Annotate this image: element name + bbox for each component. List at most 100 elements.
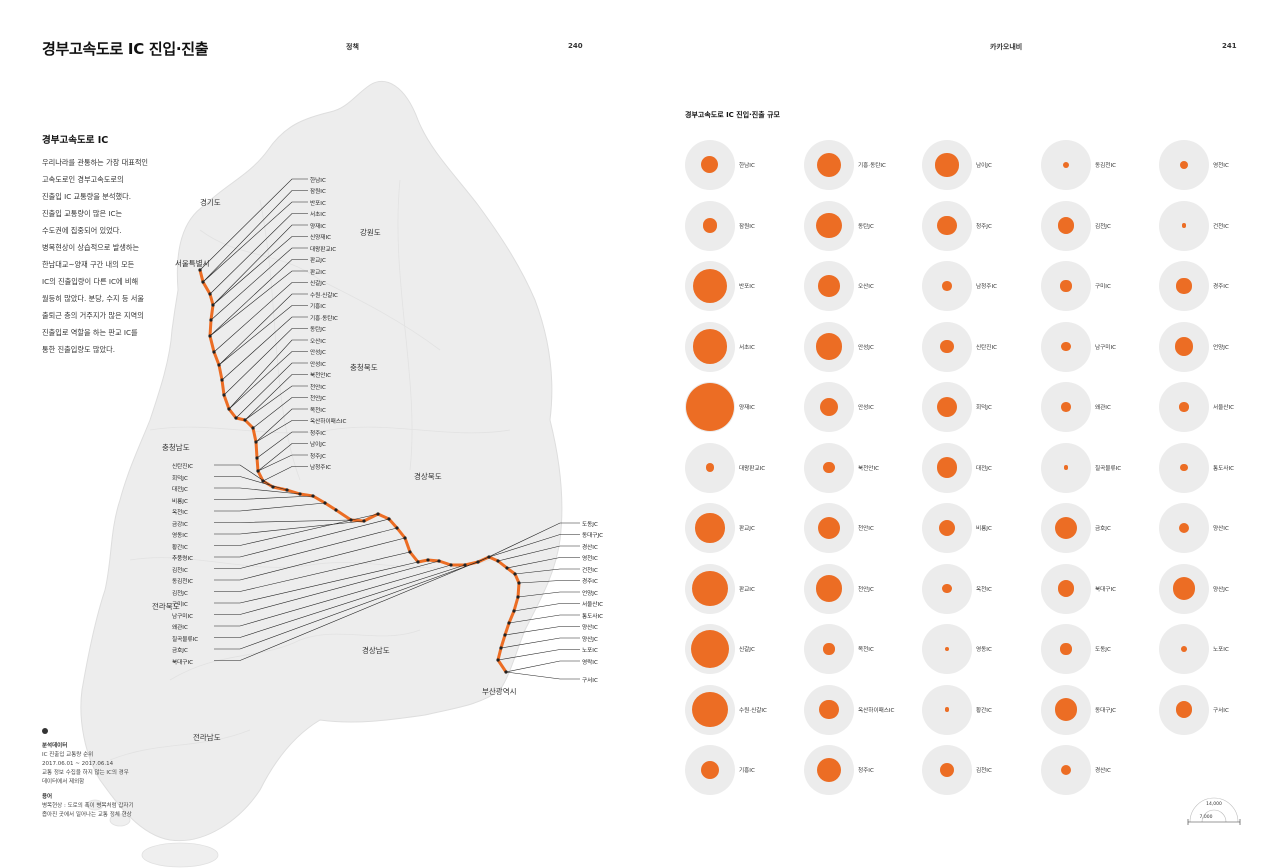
- ic-label: 반포IC: [310, 201, 326, 207]
- ic-label: 양산IC: [582, 625, 598, 631]
- bubble-cell: 경주IC: [1159, 259, 1277, 313]
- bubble-label: 동탄JC: [858, 223, 874, 230]
- leader-line: [257, 443, 308, 472]
- leader-lines: [199, 178, 580, 680]
- leader-line: [199, 178, 308, 271]
- leader-line: [506, 557, 580, 569]
- bubble-dot: [1181, 223, 1187, 228]
- ic-label: 청주JC: [310, 454, 326, 460]
- route-node: [426, 558, 430, 562]
- bubble-cell: 왜관IC: [1041, 380, 1159, 434]
- ic-label: 신양재IC: [310, 235, 331, 241]
- route-node: [323, 501, 327, 505]
- leader-line: [504, 626, 580, 636]
- bubble-label: 황간IC: [976, 707, 992, 714]
- region-label: 경상북도: [414, 472, 442, 481]
- ic-label: 청주IC: [310, 431, 326, 437]
- leader-line: [209, 270, 308, 337]
- leader-line: [214, 556, 490, 661]
- bubble-label: 동김천IC: [1095, 163, 1116, 169]
- route-node: [271, 485, 275, 489]
- bubble-label: 기흥·동탄IC: [858, 163, 886, 169]
- bubble-cell: 반포IC: [685, 259, 803, 313]
- leader-line: [214, 519, 352, 523]
- leader-line: [202, 190, 308, 283]
- ic-label: 양산JC: [582, 637, 598, 643]
- ic-label: 언양JC: [582, 591, 598, 597]
- route-node: [198, 268, 202, 272]
- bubble-cell: 김천IC: [922, 743, 1040, 797]
- bubble-cell: 경산IC: [1041, 743, 1159, 797]
- bubble-cell: 비룡JC: [922, 501, 1040, 555]
- bubble-label: 천안IC: [858, 526, 874, 532]
- region-label: 서울특별시: [175, 259, 210, 268]
- ic-label: 칠곡물류IC: [172, 637, 199, 643]
- footnote-data-heading: 분석데이터: [42, 743, 68, 749]
- region-label: 충청북도: [350, 363, 378, 372]
- bubble-dot: [819, 397, 838, 416]
- leader-line: [214, 564, 452, 627]
- ic-label: 김천JC: [172, 591, 188, 597]
- footnote: 분석데이터 IC 진출입 교통량 순위 2017.06.01 ~ 2017.06…: [42, 728, 134, 820]
- route-node: [227, 407, 231, 411]
- footnote-line: 교통 정보 수집을 하지 않는 IC의 경우: [42, 770, 129, 776]
- ic-label: 건천IC: [582, 568, 598, 574]
- intro-line: IC의 진출입량이 다른 IC에 비해: [42, 277, 139, 286]
- bubble-cell: 대왕판교IC: [685, 441, 803, 495]
- ic-label: 동탄JC: [310, 327, 326, 333]
- size-legend: 14,000 7,000: [1187, 797, 1241, 825]
- bubble-label: 경주IC: [1213, 284, 1229, 290]
- bubble-dot: [692, 570, 728, 607]
- route-node: [513, 572, 517, 576]
- ic-label: 판교JC: [310, 258, 326, 264]
- bubble-cell: 금호JC: [1041, 501, 1159, 555]
- bubble-dot: [823, 461, 835, 474]
- bubble-label: 양재IC: [739, 405, 755, 411]
- bubble-label: 안성IC: [858, 405, 874, 411]
- ic-label: 동대구JC: [582, 533, 603, 539]
- leader-line: [210, 247, 308, 321]
- ic-label: 도동JC: [582, 522, 598, 528]
- ic-label: 판교IC: [310, 270, 326, 276]
- route-node: [499, 646, 503, 650]
- bubble-dot: [1176, 278, 1192, 294]
- bubble-label: 칠곡물류IC: [1095, 465, 1122, 472]
- page-title: 경부고속도로 IC 진입·진출: [42, 40, 209, 58]
- bubble-label: 구서IC: [1213, 707, 1229, 714]
- leader-line: [214, 561, 419, 604]
- ic-label: 북천안IC: [310, 373, 331, 379]
- bubble-cell: 신갈JC: [685, 622, 803, 676]
- bubble-label: 판교IC: [739, 586, 755, 593]
- bubble-label: 서초IC: [739, 344, 755, 351]
- bubble-dot: [1179, 402, 1189, 412]
- page-number-left: 240: [568, 42, 583, 50]
- route-node: [255, 456, 259, 460]
- bubble-chart-title: 경부고속도로 IC 진입·진출 규모: [685, 111, 780, 119]
- ic-label: 신탄진IC: [172, 464, 193, 470]
- bubble-label: 수원·신갈IC: [739, 707, 767, 714]
- bubble-label: 남구미IC: [1095, 344, 1116, 351]
- leader-line: [214, 560, 440, 615]
- leader-line: [505, 671, 580, 680]
- bubble-cell: 동김천IC: [1041, 138, 1159, 192]
- bubble-dot: [1063, 465, 1069, 470]
- route-node: [504, 670, 508, 674]
- route-node: [334, 508, 338, 512]
- bubble-label: 회덕JC: [976, 405, 992, 411]
- bubble-label: 남청주IC: [976, 284, 997, 290]
- bubble-dot: [1060, 643, 1072, 655]
- leader-line: [214, 513, 379, 546]
- route-node: [234, 416, 238, 420]
- ic-label: 안성IC: [310, 362, 326, 368]
- intro-line: 통한 진출입량도 많았다.: [42, 345, 115, 354]
- ic-label: 오산IC: [310, 339, 326, 345]
- bubble-label: 영천IC: [1213, 163, 1229, 169]
- intro-line: 병목현상이 상습적으로 발생하는: [42, 243, 140, 252]
- bubble-label: 경산IC: [1095, 768, 1111, 774]
- bubble-label: 잠원IC: [739, 223, 755, 230]
- bubble-dot: [1054, 516, 1078, 540]
- bubble-dot: [942, 281, 952, 291]
- bubble-label: 서울산IC: [1213, 405, 1234, 411]
- bubble-cell: 양산JC: [1159, 562, 1277, 616]
- bubble-dot: [944, 646, 950, 652]
